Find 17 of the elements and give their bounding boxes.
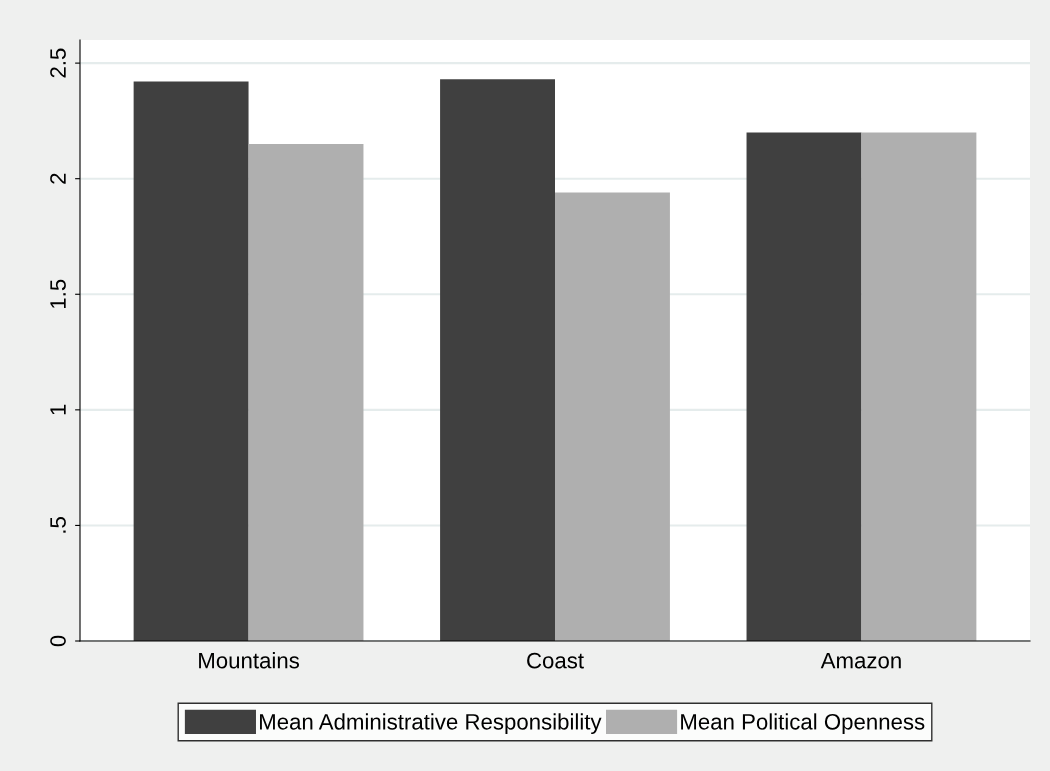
bar xyxy=(248,144,364,641)
y-tick-label: 2 xyxy=(50,173,66,184)
legend-label: Mean Administrative Responsibility xyxy=(260,713,602,735)
x-tick-label: Coast xyxy=(527,652,584,669)
bar xyxy=(555,192,670,641)
y-tick-label: .5 xyxy=(50,517,66,533)
y-tick-label: 1 xyxy=(50,404,66,415)
y-tick-label: 0 xyxy=(50,635,66,647)
x-tick-label: Mountains xyxy=(199,652,300,669)
x-tick-label: Amazon xyxy=(820,652,901,669)
bar xyxy=(861,132,977,641)
y-tick-label: 2.5 xyxy=(50,48,66,78)
bar xyxy=(440,79,555,641)
bar xyxy=(746,132,862,641)
bar xyxy=(133,81,249,641)
y-tick-label: 1.5 xyxy=(50,279,66,309)
legend-label: Mean Political Openness xyxy=(681,713,925,735)
